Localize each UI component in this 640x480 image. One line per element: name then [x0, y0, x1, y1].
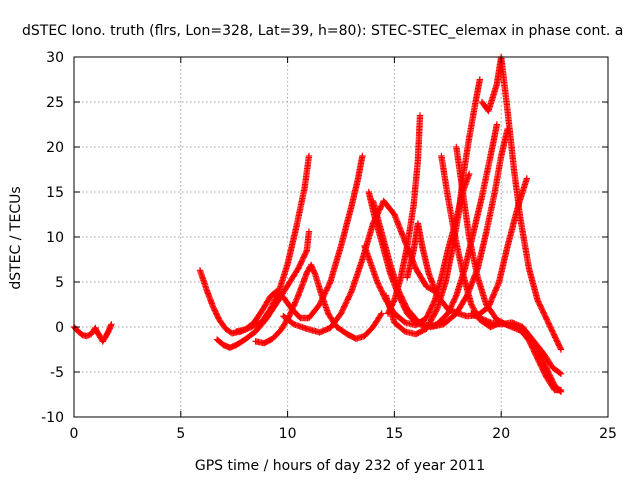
data-series: [384, 112, 424, 317]
data-point-markers: [252, 261, 385, 347]
data-series: [92, 321, 115, 345]
data-series: [280, 197, 441, 336]
x-tick-label: 0: [70, 426, 79, 442]
axes: 0 5 10 15 20 25 -10 -5 0 5 10 15 20 25 30: [41, 50, 617, 442]
x-tick-label: 20: [492, 426, 510, 442]
x-tick-label: 5: [176, 426, 185, 442]
data-point-markers: [280, 197, 441, 336]
x-tick-label: 10: [279, 426, 297, 442]
y-tick-label: 15: [46, 185, 64, 201]
data-series: [233, 152, 366, 335]
data-point-markers: [233, 152, 366, 335]
y-tick-label: -5: [50, 365, 64, 381]
x-tick-label: 15: [385, 426, 403, 442]
y-tick-label: 20: [46, 140, 64, 156]
plot-frame: [73, 56, 609, 418]
y-axis-label: dSTEC / TECUs: [8, 186, 24, 289]
y-tick-label: 25: [46, 95, 64, 111]
data-series: [478, 53, 565, 353]
y-tick-label: 5: [55, 275, 64, 291]
y-tick-label: 0: [55, 320, 64, 336]
data-point-markers: [468, 310, 565, 395]
data-point-markers: [384, 112, 424, 317]
data-point-markers: [478, 53, 565, 353]
y-tick-label: -10: [41, 410, 64, 426]
x-axis-label: GPS time / hours of day 232 of year 2011: [195, 458, 485, 474]
data-points: [70, 53, 565, 395]
data-point-markers: [92, 321, 115, 345]
data-series: [252, 261, 385, 347]
data-series: [468, 310, 565, 395]
y-tick-label: 30: [46, 50, 64, 66]
x-tick-label: 25: [599, 426, 617, 442]
chart-title: dSTEC Iono. truth (flrs, Lon=328, Lat=39…: [22, 23, 623, 39]
y-tick-label: 10: [46, 230, 64, 246]
